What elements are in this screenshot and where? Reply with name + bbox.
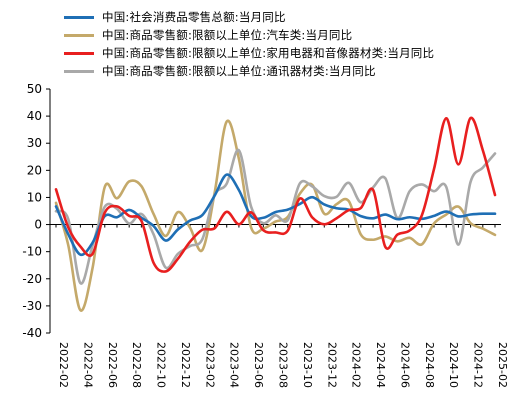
legend-item: 中国:社会消费品零售总额:当月同比 [64,8,434,26]
x-tick-label: 2023-10 [301,342,314,388]
legend-label: 中国:商品零售额:限额以上单位:汽车类:当月同比 [102,27,352,43]
y-tick-label: -40 [22,326,42,340]
x-tick-label: 2022-08 [130,342,143,388]
y-tick-label: 40 [27,109,42,123]
x-tick-label: 2024-04 [374,342,387,388]
x-tick-label: 2023-04 [228,342,241,388]
legend-swatch [64,34,94,37]
x-tick-label: 2023-12 [325,342,338,388]
y-tick-label: 0 [34,218,42,232]
x-tick-label: 2024-02 [350,342,363,388]
legend-label: 中国:社会消费品零售总额:当月同比 [102,9,286,25]
x-tick-label: 2024-06 [398,342,411,388]
x-tick-label: 2025-02 [496,342,509,388]
legend-swatch [64,52,94,55]
x-tick-label: 2022-02 [57,342,70,388]
series-layer [56,118,495,311]
chart-legend: 中国:社会消费品零售总额:当月同比 中国:商品零售额:限额以上单位:汽车类:当月… [64,8,434,80]
legend-label: 中国:商品零售额:限额以上单位:通讯器材类:当月同比 [102,63,376,79]
x-tick-label: 2022-10 [155,342,168,388]
legend-item: 中国:商品零售额:限额以上单位:通讯器材类:当月同比 [64,62,434,80]
legend-swatch [64,70,94,73]
x-tick-label: 2023-02 [203,342,216,388]
y-tick-label: -20 [22,272,42,286]
x-tick-label: 2023-06 [252,342,265,388]
y-tick-label: 10 [27,190,42,204]
x-tick-label: 2023-08 [277,342,290,388]
legend-label: 中国:商品零售额:限额以上单位:家用电器和音像器材类:当月同比 [102,45,434,61]
legend-item: 中国:商品零售额:限额以上单位:家用电器和音像器材类:当月同比 [64,44,434,62]
legend-swatch [64,16,94,19]
y-tick-label: -30 [22,299,42,313]
y-tick-label: 30 [27,136,42,150]
y-tick-label: -10 [22,245,42,259]
x-tick-label: 2024-10 [447,342,460,388]
x-tick-label: 2022-06 [106,342,119,388]
x-tick-label: 2024-12 [472,342,485,388]
y-tick-label: 20 [27,163,42,177]
y-tick-label: 50 [27,82,42,96]
legend-item: 中国:商品零售额:限额以上单位:汽车类:当月同比 [64,26,434,44]
x-tick-label: 2022-12 [179,342,192,388]
x-tick-label: 2024-08 [423,342,436,388]
x-tick-label: 2022-04 [81,342,94,388]
